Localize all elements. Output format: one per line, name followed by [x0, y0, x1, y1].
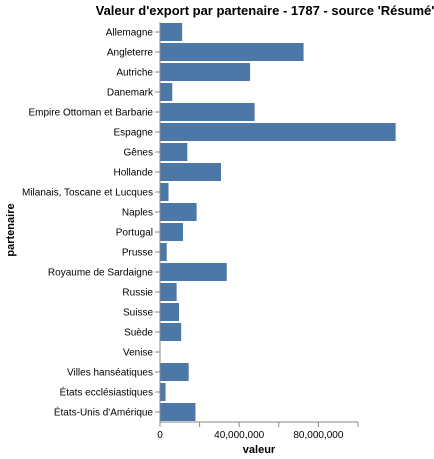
y-tick-label: Suisse	[123, 308, 153, 319]
y-tick-label: Angleterre	[107, 48, 154, 59]
bars-group	[160, 23, 396, 421]
bar	[160, 103, 255, 121]
bar	[160, 83, 173, 101]
y-tick-label: Hollande	[114, 168, 154, 179]
y-tick-label: Autriche	[116, 68, 153, 79]
bar	[160, 303, 180, 321]
y-tick-label: Gênes	[124, 148, 153, 159]
bar	[160, 403, 196, 421]
x-axis-title: valeur	[243, 444, 276, 456]
x-tick-label: 0	[157, 430, 163, 441]
bar	[160, 283, 177, 301]
bar	[160, 243, 167, 261]
bar	[160, 183, 169, 201]
y-tick-label: Naples	[122, 208, 153, 219]
bar	[160, 203, 197, 221]
bar	[160, 143, 188, 161]
y-tick-label: Venise	[123, 348, 153, 359]
y-axis: Allemagne Angleterre Autriche Danemark Empir…	[22, 22, 161, 422]
x-axis: 0 40,000,000 80,000,000	[157, 421, 359, 441]
bar	[160, 43, 304, 61]
y-tick-label: Suède	[124, 328, 153, 339]
x-tick-label: 40,000,000	[214, 430, 264, 441]
y-tick-label: Espagne	[114, 128, 154, 139]
y-tick-label: Villes hanséatiques	[67, 368, 153, 379]
y-tick-label: Royaume de Sardaigne	[48, 268, 154, 279]
bar	[160, 123, 396, 141]
y-tick-label: Allemagne	[106, 28, 154, 39]
y-tick-label: États-Unis d'Amérique	[54, 406, 154, 419]
y-tick-label: Prusse	[122, 248, 154, 259]
bar	[160, 63, 251, 81]
bar	[160, 223, 183, 241]
y-tick-label: États ecclésiastiques	[60, 386, 153, 399]
bar	[160, 163, 221, 181]
bar	[160, 383, 166, 401]
chart-title: Valeur d'export par partenaire - 1787 - …	[96, 3, 434, 18]
y-tick-label: Danemark	[107, 88, 154, 99]
bar	[160, 363, 189, 381]
bar	[160, 263, 227, 281]
bar	[160, 23, 183, 41]
bar	[160, 323, 182, 341]
y-tick-label: Milanais, Toscane et Lucques	[22, 188, 153, 199]
y-tick-label: Portugal	[116, 228, 153, 239]
x-tick-label: 80,000,000	[293, 430, 343, 441]
y-tick-label: Empire Ottoman et Barbarie	[29, 108, 154, 119]
y-tick-label: Russie	[122, 288, 153, 299]
y-axis-title: partenaire	[5, 203, 17, 256]
